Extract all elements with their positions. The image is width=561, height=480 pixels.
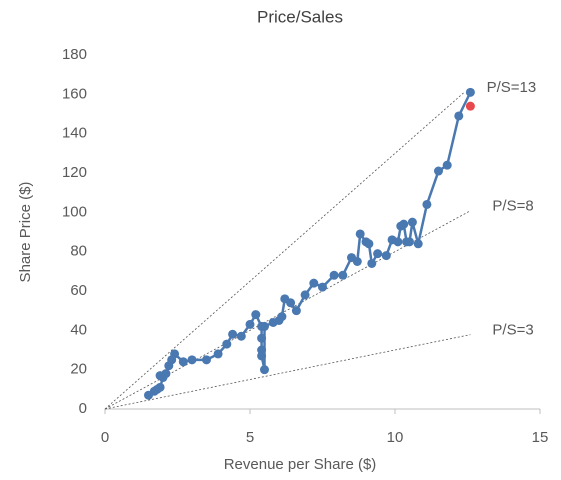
data-point <box>309 278 319 288</box>
line-label: P/S=8 <box>492 198 533 215</box>
y-tick-label: 140 <box>62 125 87 142</box>
data-point <box>399 219 409 229</box>
chart-title: Price/Sales <box>257 7 343 26</box>
data-point <box>364 239 374 249</box>
y-tick-label: 40 <box>70 321 87 338</box>
y-tick-label: 120 <box>62 164 87 181</box>
data-point <box>236 331 246 341</box>
data-point <box>407 217 417 227</box>
data-point <box>393 237 403 247</box>
y-tick-label: 180 <box>62 46 87 63</box>
data-point <box>300 290 310 300</box>
data-point <box>465 87 475 97</box>
x-tick-label: 5 <box>246 429 254 446</box>
data-point <box>405 237 414 247</box>
data-point <box>257 333 267 343</box>
data-point <box>367 258 377 268</box>
data-point <box>202 355 211 365</box>
data-point <box>222 339 232 349</box>
x-tick-label: 15 <box>532 429 549 446</box>
data-point <box>286 298 296 308</box>
data-point <box>213 349 223 359</box>
y-tick-label: 160 <box>62 85 87 102</box>
data-point <box>155 382 165 392</box>
x-tick-label: 0 <box>101 429 109 446</box>
data-point <box>170 349 180 359</box>
data-point <box>422 199 432 209</box>
data-point <box>381 251 391 261</box>
data-point <box>291 306 301 316</box>
data-point <box>338 270 348 280</box>
reference-line <box>104 91 465 410</box>
data-point <box>260 321 269 331</box>
y-tick-label: 80 <box>70 243 87 260</box>
data-point <box>373 249 383 259</box>
x-axis-label: Revenue per Share ($) <box>224 456 377 473</box>
x-tick-label: 10 <box>387 429 404 446</box>
data-point <box>352 257 362 266</box>
data-point <box>454 111 464 121</box>
data-point <box>413 239 423 249</box>
y-tick-label: 20 <box>70 361 87 378</box>
data-point <box>245 319 255 329</box>
y-tick-label: 60 <box>70 282 87 299</box>
data-point <box>465 101 475 111</box>
data-point <box>434 166 443 176</box>
y-tick-label: 0 <box>79 400 87 417</box>
data-point <box>228 329 238 339</box>
data-point <box>260 365 269 375</box>
data-point <box>257 351 267 361</box>
line-label: P/S=3 <box>492 322 533 339</box>
data-point <box>187 355 197 365</box>
y-axis-label: Share Price ($) <box>17 182 34 283</box>
line-label: P/S=13 <box>487 79 537 96</box>
y-tick-label: 100 <box>62 203 87 220</box>
data-point <box>329 270 339 280</box>
data-point <box>277 312 287 322</box>
data-point <box>355 229 365 239</box>
data-point <box>442 160 452 170</box>
data-point <box>161 369 171 379</box>
data-point <box>178 357 188 367</box>
data-point <box>251 310 261 320</box>
data-point <box>318 282 327 292</box>
